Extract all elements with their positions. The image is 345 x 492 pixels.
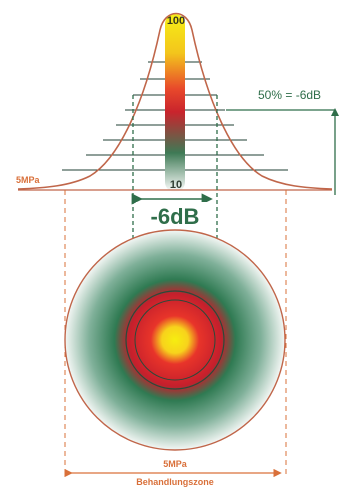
threshold-label: 5MPa bbox=[16, 175, 41, 185]
focal-ring-outer bbox=[125, 290, 225, 390]
focal-ring-inner bbox=[134, 299, 216, 381]
zone-name-label: Behandlungszone bbox=[136, 477, 214, 487]
scale-top-label: 100 bbox=[167, 15, 185, 27]
pressure-curve bbox=[17, 12, 333, 190]
pressure-scale-bar bbox=[165, 14, 185, 192]
focus-width-label: -6dB bbox=[151, 204, 200, 229]
zone-pressure-label: 5MPa bbox=[163, 459, 188, 469]
focus-width-label-bg bbox=[136, 202, 214, 230]
half-pressure-label: 50% = -6dB bbox=[258, 88, 321, 102]
focal-zone-disc bbox=[64, 229, 286, 451]
scale-bottom-label: 10 bbox=[170, 179, 182, 191]
